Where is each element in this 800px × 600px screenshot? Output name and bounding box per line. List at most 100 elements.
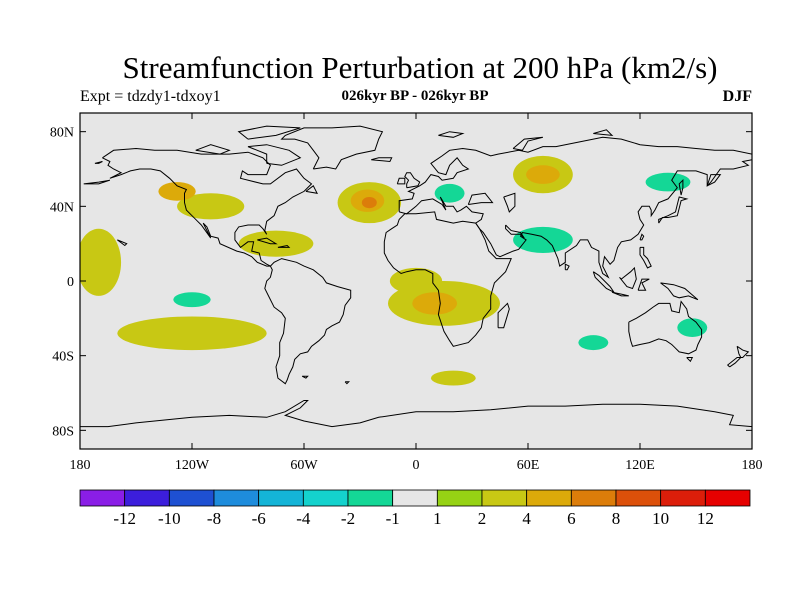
- y-tick-label: 80S: [52, 424, 74, 439]
- colorbar-bin: [526, 489, 572, 507]
- coastline-taiwan: [639, 233, 645, 241]
- colorbar-label: -12: [113, 509, 136, 528]
- colorbar-bin: [436, 489, 483, 507]
- contour-region-northwest-pacific-high: [707, 210, 752, 240]
- contour-region-south-pacific-high: [117, 316, 267, 351]
- contour-region-equatorial-pacific-west: [80, 228, 122, 296]
- experiment-label: Expt = tdzdy1-tdxoy1: [80, 88, 221, 105]
- coastline-severnaya: [593, 129, 614, 137]
- contour-region-siberia-core: [526, 165, 560, 184]
- coastline-java: [611, 291, 629, 297]
- colorbar-label: 10: [652, 509, 669, 528]
- coastline-new-guinea: [660, 282, 699, 301]
- axis-ticks: 180 120W 60W 0 60E 120E 180 80N 40N 0 40S 80S: [50, 113, 763, 473]
- coastline-ellesmere: [237, 125, 301, 140]
- contour-region-north-atlantic-max: [361, 197, 377, 209]
- contour-region-north-pacific-east: [158, 182, 196, 201]
- colorbar-label: 2: [478, 509, 487, 528]
- colorbar: -12 -10 -8 -6 -4 -2 -1 1 2 4 6 8 10 12: [79, 489, 751, 528]
- coastline-kamchatka-loop: [706, 174, 722, 187]
- x-tick-label: 60W: [290, 458, 318, 473]
- plot-title: Streamfunction Perturbation at 200 hPa (…: [122, 50, 718, 85]
- coastline-hawaii: [117, 239, 128, 247]
- coastline-arabia-gulf: [505, 224, 525, 239]
- coastline-new-zealand-s: [726, 357, 743, 368]
- period-label: 026kyr BP - 026kyr BP: [341, 88, 489, 104]
- contour-region-bering-high: [80, 157, 101, 173]
- x-tick-label: 180: [742, 458, 763, 473]
- colorbar-bin: [615, 489, 662, 507]
- colorbar-bin: [570, 489, 617, 507]
- contour-region-central-atlantic-low: [384, 228, 430, 267]
- contour-region-south-indian-low-core: [578, 335, 609, 351]
- colorbar-label: -4: [296, 509, 311, 528]
- contour-region-south-atlantic-high-core: [412, 292, 458, 315]
- y-tick-label: 40S: [52, 350, 74, 365]
- y-tick-label: 40N: [50, 200, 74, 215]
- y-tick-label: 80N: [50, 126, 74, 141]
- coastline-sulawesi: [637, 278, 650, 291]
- contour-region-south-pacific-low-core: [173, 292, 211, 308]
- colorbar-label: -1: [386, 509, 400, 528]
- contour-region-australia-core: [677, 318, 708, 337]
- contour-region-pacific-mid: [132, 210, 178, 233]
- coastline-newfoundland: [305, 185, 318, 194]
- colorbar-label: -6: [252, 509, 266, 528]
- colorbar-bin: [168, 489, 215, 507]
- colorbar-label: -8: [207, 509, 221, 528]
- colorbar-bin: [392, 489, 438, 507]
- y-tick-label: 0: [67, 275, 74, 290]
- coastline-layer: [80, 125, 752, 428]
- coastline-baffin: [247, 144, 302, 166]
- colorbar-label: 4: [522, 509, 531, 528]
- coastline-aleutians: [83, 179, 111, 185]
- coastline-tasmania: [686, 357, 694, 363]
- contour-region-southern-ocean: [276, 381, 407, 412]
- coastline-novaya-zemlya: [512, 136, 544, 151]
- colorbar-label: 1: [433, 509, 442, 528]
- colorbar-bin: [258, 489, 304, 507]
- contour-region-arctic-east: [602, 135, 678, 151]
- x-tick-label: 60E: [517, 458, 540, 473]
- coastline-caspian: [503, 192, 516, 213]
- coastline-falklands: [301, 375, 309, 379]
- x-tick-label: 120E: [625, 458, 655, 473]
- coastline-south-america: [264, 258, 352, 385]
- coastline-north-america: [102, 147, 313, 267]
- contour-region-europe-low-core: [434, 183, 465, 203]
- coastline-australia: [628, 300, 703, 355]
- colorbar-bin: [347, 489, 394, 507]
- colorbar-label: 6: [567, 509, 576, 528]
- coastline-sri-lanka: [564, 263, 570, 271]
- colorbar-label: 8: [612, 509, 621, 528]
- coastline-ireland: [396, 177, 406, 185]
- contour-region-pacific-north-low-core: [645, 172, 691, 192]
- colorbar-label: -10: [158, 509, 181, 528]
- coastline-africa: [383, 211, 512, 347]
- colorbar-bin: [704, 489, 751, 507]
- coastline-victoria-island: [195, 144, 231, 155]
- colorbar-bin: [79, 489, 126, 507]
- colorbar-bin: [124, 489, 170, 507]
- colorbar-bin: [302, 489, 349, 507]
- x-tick-label: 120W: [175, 458, 210, 473]
- contour-region-southern-ocean-east: [430, 370, 476, 386]
- colorbar-label: 12: [697, 509, 714, 528]
- coastline-sakhalin: [678, 178, 684, 196]
- colorbar-bin: [213, 489, 260, 507]
- contour-region-europe-low: [425, 180, 500, 218]
- coastline-alaska-island: [94, 161, 103, 164]
- coastline-black-sea: [467, 192, 494, 205]
- contour-field-layer: [80, 135, 752, 412]
- coastline-hispaniola: [277, 244, 291, 248]
- contour-region-south-asia-low-core: [513, 226, 573, 253]
- coastline-greenland: [280, 125, 384, 170]
- contour-region-pacific-east-low: [201, 251, 258, 274]
- coastline-borneo: [619, 266, 637, 290]
- coastline-philippines: [639, 246, 652, 269]
- coastline-iceland: [371, 157, 393, 163]
- coastline-madagascar: [497, 302, 510, 329]
- contour-region-west-africa-high: [389, 267, 443, 295]
- coastline-svalbard: [438, 131, 465, 138]
